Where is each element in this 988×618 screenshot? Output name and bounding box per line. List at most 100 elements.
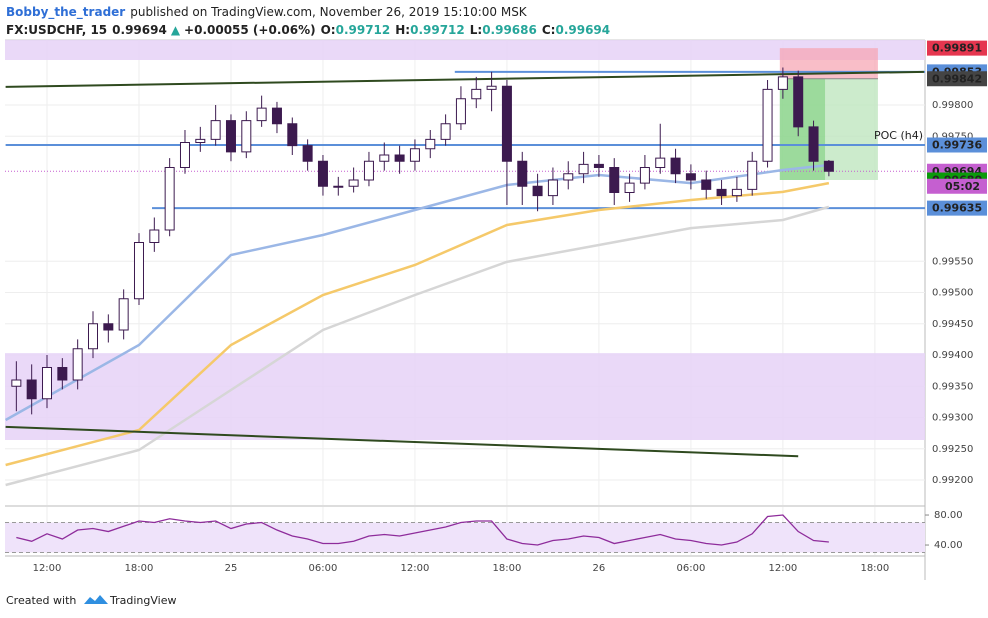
y-tick-label: 0.99300 xyxy=(932,413,973,424)
x-tick-label: 12:00 xyxy=(33,563,62,574)
candle-body xyxy=(731,188,742,197)
rsi-pane xyxy=(5,507,925,555)
rsi-tick-label: 80.00 xyxy=(934,510,963,521)
candle-body xyxy=(11,379,22,387)
candle-body xyxy=(685,173,696,181)
candle-body xyxy=(409,148,420,162)
symbol: FX:USDCHF, 15 xyxy=(6,23,107,37)
candle-body xyxy=(486,85,497,90)
candle-body xyxy=(716,188,727,197)
rsi-line xyxy=(16,514,829,546)
candle-body xyxy=(823,160,834,172)
candle-body xyxy=(348,179,359,187)
candle-body xyxy=(87,323,98,350)
candle-body xyxy=(333,185,344,188)
candle-body xyxy=(271,107,282,125)
logo xyxy=(84,595,108,604)
ohlc-key: H: xyxy=(395,23,410,37)
candle-body xyxy=(118,298,129,331)
candle-body xyxy=(394,154,405,162)
candle-body xyxy=(72,348,83,381)
ohlc-value: 0.99686 xyxy=(482,23,537,37)
candle-body xyxy=(241,120,252,153)
rsi-band xyxy=(5,522,925,553)
trendline xyxy=(5,425,799,458)
candle-body xyxy=(164,167,175,231)
ohlc-value: 0.99712 xyxy=(410,23,465,37)
trendline xyxy=(5,70,924,88)
candle-body xyxy=(425,138,436,150)
candle-body xyxy=(302,145,313,162)
candle-body xyxy=(762,88,773,162)
countdown-box xyxy=(927,178,987,194)
y-tick-label: 0.99400 xyxy=(932,350,973,361)
candle-body xyxy=(287,123,298,147)
axes: 12:00 18:00 25 06:00 12:00 18:00 26 06:00 12:00 1… xyxy=(33,40,987,574)
x-tick-label: 26 xyxy=(593,563,606,574)
main-pane: POC (h4) xyxy=(5,40,925,505)
candle-body xyxy=(57,367,68,381)
ohlc-value: 0.99694 xyxy=(555,23,610,37)
x-tick-label: 25 xyxy=(225,563,238,574)
candle-body xyxy=(593,163,604,168)
price-label-box xyxy=(927,40,987,56)
x-tick-label: 18:00 xyxy=(125,563,154,574)
zone xyxy=(5,40,925,60)
y-tick-label: 0.99250 xyxy=(932,444,973,455)
y-tick-label: 0.99750 xyxy=(932,131,973,142)
candle-body xyxy=(103,323,114,331)
candle-body xyxy=(578,163,589,175)
poc-label: POC (h4) xyxy=(874,129,923,142)
price-label-box xyxy=(927,71,987,87)
candle-body xyxy=(501,85,512,162)
arrow: ▲ xyxy=(171,23,181,37)
y-tick-label: 0.99200 xyxy=(932,475,973,486)
candle-body xyxy=(455,98,466,125)
x-tick-label: 18:00 xyxy=(493,563,522,574)
candle-body xyxy=(379,154,390,162)
footer-text: Created with xyxy=(6,594,76,607)
price-label-box xyxy=(927,200,987,216)
moving-average xyxy=(5,205,830,487)
candle-body xyxy=(793,76,804,128)
header-line: Bobby_the_trader published on TradingView… xyxy=(6,5,528,20)
candle-body xyxy=(42,367,53,400)
author: Bobby_the_trader xyxy=(6,5,125,20)
candle-body xyxy=(517,160,528,187)
price-label: 0.99891 xyxy=(932,42,982,55)
x-tick-label: 06:00 xyxy=(309,563,338,574)
candle-body xyxy=(547,179,558,197)
candle-body xyxy=(225,120,236,153)
y-tick-label: 0.99350 xyxy=(932,381,973,392)
candle-body xyxy=(639,167,650,184)
candle-body xyxy=(179,142,190,168)
candle-body xyxy=(440,123,451,140)
candle-body xyxy=(609,167,620,193)
candle-body xyxy=(471,88,482,100)
candle-body xyxy=(747,160,758,190)
candle-body xyxy=(210,120,221,140)
footer-brand: TradingView xyxy=(109,594,176,607)
y-tick-label: 0.99550 xyxy=(932,256,973,267)
price-label: 0.99635 xyxy=(932,202,982,215)
ohlc-value: 0.99712 xyxy=(336,23,391,37)
x-tick-label: 06:00 xyxy=(676,563,705,574)
y-tick-label: 0.99800 xyxy=(932,100,973,111)
moving-average xyxy=(5,163,830,422)
ohlc-key: C: xyxy=(542,23,556,37)
x-tick-label: 12:00 xyxy=(401,563,430,574)
change: +0.00055 (+0.06%) xyxy=(184,23,316,37)
published: published on TradingView.com, November 2… xyxy=(130,5,528,19)
candle-body xyxy=(195,138,206,143)
candle-body xyxy=(317,160,328,187)
price-label: 0.99736 xyxy=(932,139,982,152)
candle-body xyxy=(532,185,543,197)
zone xyxy=(5,353,925,440)
ohlc-key: O: xyxy=(321,23,336,37)
y-tick-label: 0.99450 xyxy=(932,319,973,330)
symbol-line: FX:USDCHF, 15 0.99694 ▲ +0.00055 (+0.06%) O:… xyxy=(6,23,610,37)
candle-body xyxy=(149,229,160,243)
price-label: 0.99842 xyxy=(932,72,982,85)
candle-body xyxy=(26,379,37,400)
